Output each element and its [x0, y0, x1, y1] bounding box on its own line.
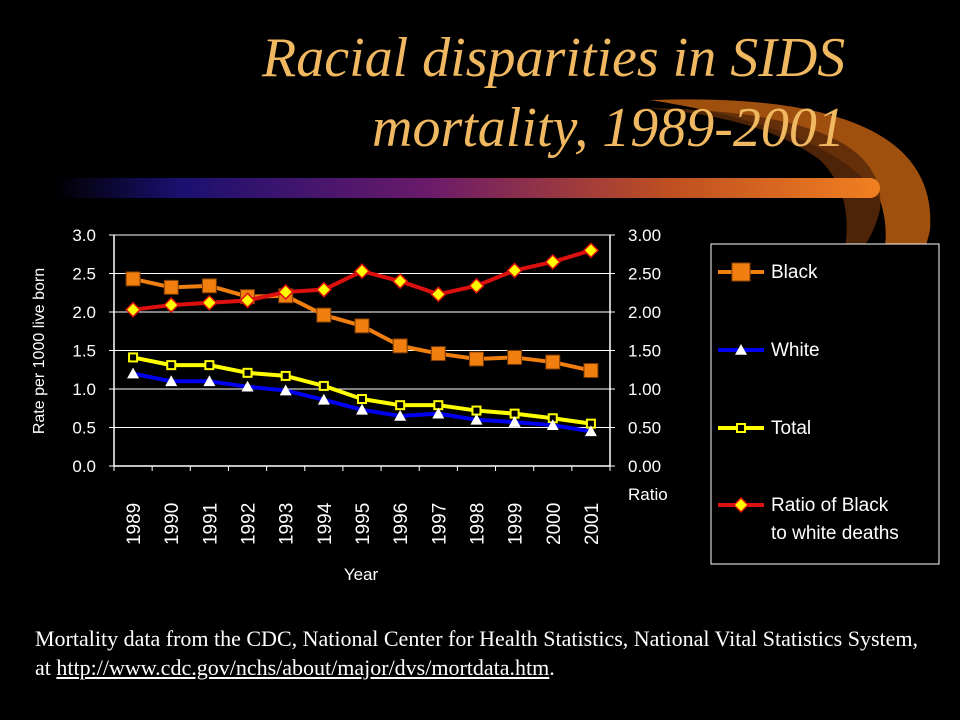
- legend-black-swatch-marker: [731, 262, 751, 282]
- y-tick-label: 3.0: [72, 226, 96, 245]
- data-point-total: [128, 352, 139, 363]
- x-tick-label: 1991: [200, 503, 221, 545]
- data-point-ratio-of-black-to-white-deaths: [239, 292, 256, 309]
- y2-tick-label: 2.50: [628, 265, 661, 284]
- x-tick-label: 1998: [467, 503, 488, 545]
- data-point-black: [583, 363, 599, 379]
- data-point-white: [317, 393, 330, 405]
- data-point-total: [471, 405, 482, 416]
- data-point-ratio-of-black-to-white-deaths: [468, 277, 485, 294]
- x-tick-label: 1996: [391, 503, 412, 545]
- data-point-white: [584, 425, 597, 437]
- x-tick-label: 1990: [162, 503, 183, 545]
- y-tick-label: 1.0: [72, 380, 96, 399]
- data-point-ratio-of-black-to-white-deaths: [353, 263, 371, 280]
- data-point-black: [545, 354, 561, 370]
- y2-tick-label: 1.00: [628, 380, 661, 399]
- x-tick-label: 1999: [506, 503, 527, 545]
- data-point-ratio-of-black-to-white-deaths: [544, 253, 561, 271]
- data-point-total: [318, 380, 329, 391]
- y2-tick-label: 0.50: [628, 419, 661, 438]
- data-point-white: [546, 419, 559, 430]
- legend-ratio-label: Ratio of Black: [771, 495, 889, 516]
- legend-total-swatch-marker: [736, 423, 746, 433]
- y-tick-label: 0.0: [72, 457, 96, 476]
- data-point-white: [432, 407, 445, 419]
- x-tick-label: 2000: [544, 503, 565, 545]
- y2-tick-label: 0.00: [628, 457, 661, 476]
- data-point-total: [204, 360, 215, 371]
- data-point-black: [354, 318, 370, 334]
- data-point-total: [242, 367, 253, 378]
- series-line-ratio-of-black-to-white-deaths: [132, 248, 592, 312]
- data-point-black: [201, 278, 217, 294]
- data-point-white: [241, 380, 254, 392]
- page-title-line2: mortality, 1989-2001: [372, 97, 845, 159]
- data-point-black: [430, 346, 446, 362]
- legend-white-label: White: [771, 340, 820, 361]
- y-axis-title: Rate per 1000 live born: [31, 268, 48, 434]
- y2-tick-label: 2.00: [628, 303, 661, 322]
- data-point-white: [279, 384, 292, 396]
- x-tick-label: 1993: [277, 503, 298, 545]
- data-point-total: [357, 394, 367, 405]
- source-link[interactable]: http://www.cdc.gov/nchs/about/major/dvs/…: [56, 655, 550, 680]
- x-tick-label: 1992: [239, 503, 260, 545]
- page-title-line1: Racial disparities in SIDS: [262, 27, 846, 89]
- data-point-ratio-of-black-to-white-deaths: [125, 301, 142, 318]
- x-tick-label: 1994: [315, 502, 336, 545]
- data-point-total: [166, 360, 177, 371]
- data-point-ratio-of-black-to-white-deaths: [506, 262, 523, 279]
- source-footnote: Mortality data from the CDC, National Ce…: [35, 624, 935, 682]
- data-point-black: [125, 271, 141, 287]
- data-point-white: [470, 413, 483, 425]
- y2-tick-label: 3.00: [628, 226, 661, 245]
- data-point-white: [356, 403, 368, 415]
- data-point-total: [280, 370, 291, 381]
- data-point-black: [468, 351, 484, 367]
- data-point-black: [316, 307, 332, 323]
- data-point-ratio-of-black-to-white-deaths: [201, 294, 218, 311]
- y-tick-label: 1.5: [72, 342, 96, 361]
- data-point-black: [507, 349, 523, 365]
- series-group: [125, 242, 599, 437]
- x-tick-label: 2001: [582, 503, 603, 545]
- footnote-end: .: [549, 655, 555, 680]
- legend-ratio-swatch-marker: [732, 496, 750, 514]
- y2-tick-label: 1.50: [628, 342, 661, 361]
- data-point-white: [508, 416, 521, 427]
- data-point-ratio-of-black-to-white-deaths: [163, 297, 180, 314]
- data-point-white: [203, 375, 216, 387]
- legend-ratio-label: to white deaths: [771, 523, 899, 544]
- data-point-white: [165, 375, 178, 387]
- y-tick-label: 2.0: [72, 303, 96, 322]
- legend-box: [710, 243, 940, 565]
- legend-total-label: Total: [771, 418, 811, 439]
- y-tick-label: 0.5: [72, 419, 96, 438]
- data-point-ratio-of-black-to-white-deaths: [315, 281, 332, 298]
- data-point-ratio-of-black-to-white-deaths: [277, 283, 294, 301]
- y-tick-label: 2.5: [72, 265, 96, 284]
- legend-black-label: Black: [771, 262, 818, 283]
- y2-axis-title: Ratio: [628, 485, 668, 504]
- data-point-black: [163, 279, 179, 295]
- legend: Black White Total Ratio of Black to white de…: [710, 243, 940, 565]
- data-point-ratio-of-black-to-white-deaths: [582, 242, 599, 259]
- axes: 0.0 0.5 1.0 1.5 2.0 2.5 3.0 0.00 0.50 1.00 1.50 2.0…: [31, 226, 668, 584]
- data-point-white: [394, 409, 407, 421]
- x-tick-label: 1995: [353, 503, 374, 545]
- data-point-ratio-of-black-to-white-deaths: [430, 286, 447, 303]
- data-point-black: [392, 338, 408, 354]
- data-point-white: [127, 367, 140, 379]
- footnote-text: Mortality data from the CDC, National Ce…: [35, 626, 919, 680]
- x-axis-title: Year: [344, 565, 379, 584]
- data-point-total: [395, 400, 406, 411]
- legend-white-swatch-marker: [735, 344, 747, 355]
- data-point-ratio-of-black-to-white-deaths: [392, 273, 409, 290]
- x-tick-label: 1997: [429, 503, 450, 545]
- x-tick-label: 1989: [124, 503, 145, 545]
